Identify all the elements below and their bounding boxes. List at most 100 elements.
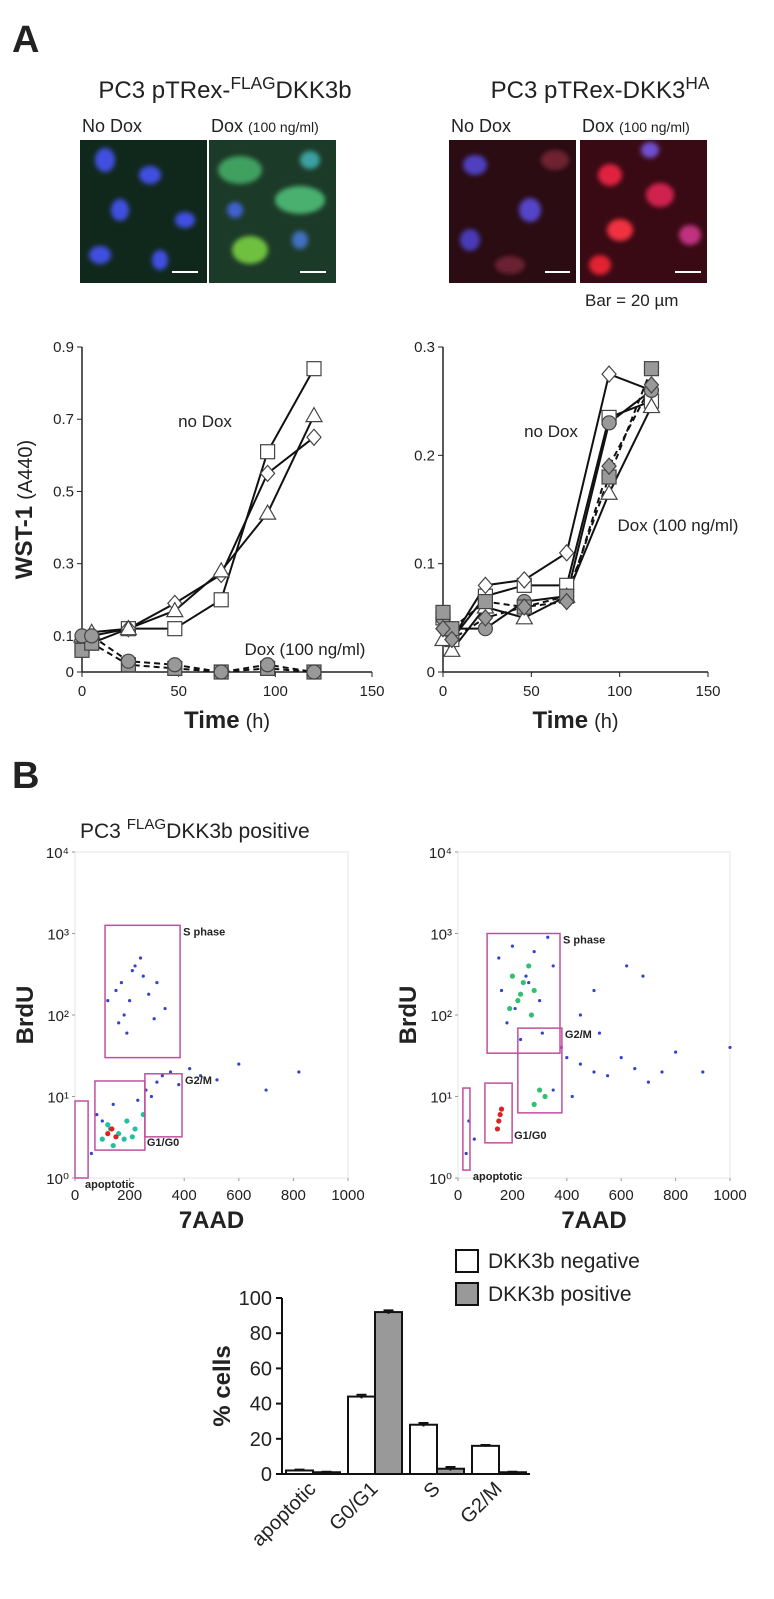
point [117,1021,121,1025]
y-tick-label: 0.3 [53,556,74,573]
point [513,1006,517,1011]
marker [258,503,277,520]
point [110,1142,116,1149]
point [163,1006,167,1011]
y-tick-label: 0.1 [414,556,435,573]
chart-title-part: FLAG [127,816,166,833]
y-tick-label: 10¹ [47,1090,69,1107]
y-tick-label: 80 [250,1323,272,1345]
y-axis-label: BrdU [395,986,422,1045]
gate [484,1082,513,1144]
y-axis-label: WST-1 (A440) [11,440,38,579]
annotation: Dox (100 ng/ml) [618,516,739,535]
point [177,1082,181,1087]
x-tick-label: 800 [663,1187,688,1204]
x-tick-label: 50 [523,683,540,700]
x-axis-label-part: Time [532,707,588,734]
marker [213,664,229,680]
point [674,1050,678,1054]
x-tick-label: 0 [439,683,447,700]
marker [643,376,660,394]
marker [435,619,451,638]
y-axis-label-part: WST-1 [11,506,38,579]
point [125,1031,129,1035]
micrograph-title: PC3 pTRex-DKK3HA [491,73,710,104]
point [578,1062,583,1066]
annotation: Dox (100 ng/ml) [245,640,366,659]
marker [558,543,575,562]
point [106,999,110,1003]
micrograph-title: PC3 pTRex-FLAGDKK3b [98,73,351,104]
point [509,973,515,979]
marker [306,361,322,377]
y-tick-label: 10¹ [430,1090,452,1107]
y-tick-label: 0 [66,664,74,681]
y-axis-label-part: (A440) [15,440,37,500]
point [505,1021,509,1025]
annotation: no Dox [178,412,232,431]
error-bar [480,1443,491,1447]
x-tick-label: 100 [263,683,288,700]
marker [558,592,575,611]
point [496,1118,502,1124]
legend-swatch [455,1249,479,1273]
point [188,1066,192,1071]
marker [260,657,276,673]
point [538,999,542,1003]
error-bar [321,1470,332,1473]
x-axis-label-part: (h) [594,711,618,733]
point [531,1101,537,1107]
point [528,1012,535,1018]
marker [601,365,617,383]
marker [442,641,461,657]
gate [486,932,561,1054]
point [464,1151,468,1156]
point [660,1070,664,1074]
micrograph [580,140,707,283]
micrograph [449,140,576,283]
bar [471,1444,500,1475]
y-tick-label: 60 [250,1358,272,1380]
point [520,979,526,986]
bar [347,1395,376,1476]
micrograph-title-part: PC3 pTRex- [98,77,230,104]
error-bar [294,1468,305,1472]
point [95,1112,99,1117]
x-tick-label: 800 [281,1187,306,1204]
point [497,956,501,960]
point [147,992,151,996]
point [132,1126,138,1132]
micrograph [80,140,207,283]
point [498,1106,505,1112]
marker [643,361,660,377]
point [646,1080,651,1084]
point [215,1078,219,1082]
micrograph [209,140,336,283]
panel-label: A [12,19,39,61]
x-tick-label: 1000 [331,1187,364,1204]
marker [84,628,100,644]
y-axis-label: BrdU [12,986,39,1045]
y-tick-label: 10⁴ [46,845,69,862]
x-axis-label: Time (h) [532,707,618,734]
y-tick-label: 10⁰ [46,1171,69,1188]
marker [601,457,617,476]
x-tick-label: S [420,1478,445,1503]
marker [167,621,183,637]
y-axis-label: % cells [209,1345,236,1426]
y-tick-label: 10⁰ [429,1171,452,1188]
x-tick-label: 50 [170,683,187,700]
bar [374,1311,403,1475]
series-line [81,415,315,637]
y-tick-label: 0.2 [414,447,435,464]
point [641,974,645,978]
condition-label: No Dox [82,116,142,136]
x-tick-label: 0 [454,1187,462,1204]
point [198,1074,203,1078]
legend-swatch [455,1282,479,1306]
y-tick-label: 0 [427,664,435,681]
error-bar [383,1309,394,1314]
point [136,1098,140,1102]
y-tick-label: 0 [261,1464,272,1486]
